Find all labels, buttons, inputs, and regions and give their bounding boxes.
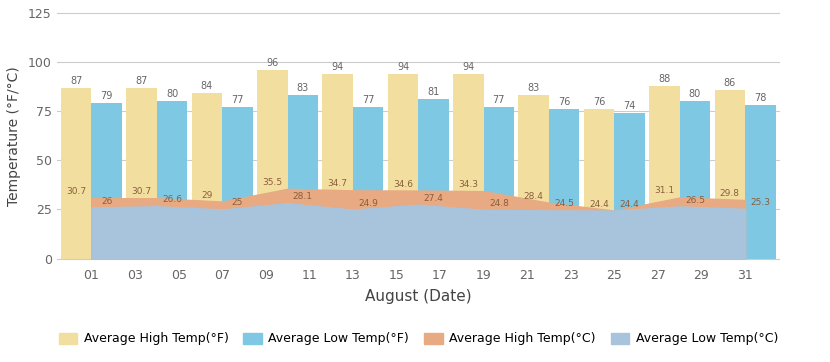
- X-axis label: August (Date): August (Date): [365, 289, 471, 304]
- Bar: [91, 103, 122, 258]
- Text: 29.8: 29.8: [720, 189, 740, 198]
- Text: 94: 94: [331, 62, 344, 72]
- Text: 96: 96: [266, 58, 278, 68]
- Bar: [257, 70, 287, 258]
- Text: 78: 78: [754, 93, 767, 103]
- Text: 81: 81: [427, 87, 440, 97]
- Text: 94: 94: [462, 62, 475, 72]
- Text: 83: 83: [296, 84, 309, 93]
- Text: 80: 80: [166, 89, 178, 99]
- Bar: [222, 107, 252, 258]
- Text: 26: 26: [101, 197, 112, 206]
- Bar: [453, 74, 484, 258]
- Text: 77: 77: [232, 95, 244, 105]
- Text: 35.5: 35.5: [262, 178, 282, 187]
- Text: 87: 87: [135, 76, 148, 85]
- Bar: [519, 96, 549, 258]
- Text: 28.1: 28.1: [293, 192, 313, 201]
- Bar: [549, 109, 579, 258]
- Text: 25: 25: [232, 198, 243, 207]
- Text: 80: 80: [689, 89, 701, 99]
- Bar: [61, 88, 91, 258]
- Bar: [322, 74, 353, 258]
- Text: 88: 88: [658, 73, 671, 84]
- Text: 24.4: 24.4: [589, 200, 609, 209]
- Text: 30.7: 30.7: [131, 187, 152, 196]
- Y-axis label: Temperature (°F/°C): Temperature (°F/°C): [7, 66, 21, 206]
- Text: 28.4: 28.4: [524, 192, 544, 201]
- Text: 31.1: 31.1: [654, 186, 675, 195]
- Bar: [418, 99, 449, 258]
- Text: 24.5: 24.5: [554, 199, 574, 209]
- Text: 26.5: 26.5: [685, 195, 705, 205]
- Bar: [287, 96, 318, 258]
- Text: 76: 76: [593, 97, 605, 107]
- Text: 94: 94: [397, 62, 409, 72]
- Bar: [680, 101, 710, 258]
- Bar: [192, 93, 222, 258]
- Text: 84: 84: [201, 81, 213, 92]
- Text: 26.6: 26.6: [162, 195, 182, 204]
- Bar: [157, 101, 188, 258]
- Text: 24.8: 24.8: [489, 199, 509, 208]
- Text: 87: 87: [70, 76, 82, 85]
- Text: 27.4: 27.4: [423, 194, 443, 203]
- Bar: [649, 85, 680, 258]
- Bar: [583, 109, 614, 258]
- Text: 25.3: 25.3: [750, 198, 770, 207]
- Legend: Average High Temp(°F), Average Low Temp(°F), Average High Temp(°C), Average Low : Average High Temp(°F), Average Low Temp(…: [53, 327, 783, 350]
- Text: 29: 29: [201, 191, 212, 199]
- Text: 30.7: 30.7: [66, 187, 86, 196]
- Text: 83: 83: [528, 84, 540, 93]
- Text: 79: 79: [100, 91, 113, 101]
- Text: 74: 74: [623, 101, 636, 111]
- Bar: [353, 107, 383, 258]
- Text: 77: 77: [493, 95, 505, 105]
- Text: 34.6: 34.6: [393, 180, 413, 189]
- Text: 24.9: 24.9: [359, 199, 378, 208]
- Text: 24.4: 24.4: [620, 200, 639, 209]
- Bar: [126, 88, 157, 258]
- Bar: [388, 74, 418, 258]
- Bar: [745, 105, 775, 258]
- Text: 34.3: 34.3: [458, 180, 478, 189]
- Bar: [484, 107, 514, 258]
- Text: 86: 86: [724, 77, 736, 88]
- Bar: [715, 89, 745, 258]
- Bar: [614, 113, 645, 258]
- Text: 76: 76: [558, 97, 570, 107]
- Text: 77: 77: [362, 95, 374, 105]
- Text: 34.7: 34.7: [328, 180, 348, 188]
